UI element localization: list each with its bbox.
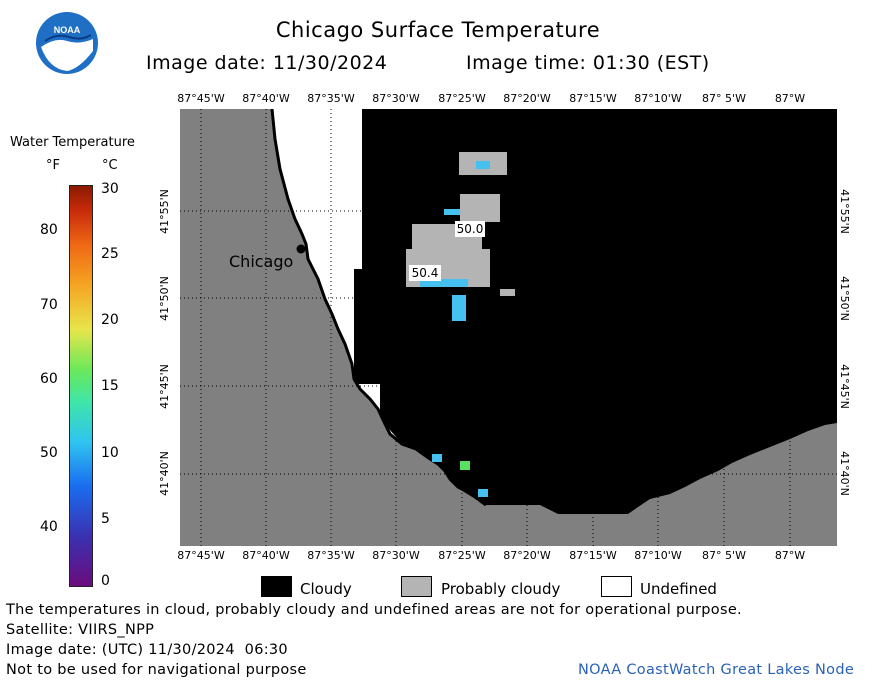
- lon-label-bottom: 87°W: [774, 549, 806, 562]
- lon-label-bottom: 87°35'W: [307, 549, 355, 562]
- lat-label-right: 41°45'N: [837, 364, 851, 409]
- f-tick: 70: [40, 297, 58, 313]
- chicago-marker: [296, 244, 306, 254]
- f-tick: 80: [40, 222, 58, 238]
- temp-label: 50.0: [457, 222, 484, 236]
- legend-swatch-undefined: [601, 576, 632, 597]
- lat-label-left: 41°45'N: [157, 364, 171, 409]
- lon-label-bottom: 87°20'W: [503, 549, 551, 562]
- lon-label-top: 87° 5'W: [702, 92, 746, 105]
- credit-link[interactable]: NOAA CoastWatch Great Lakes Node: [578, 662, 855, 678]
- satellite-text: Satellite: VIIRS_NPP: [6, 622, 155, 638]
- utc-date-text: Image date: (UTC) 11/30/2024 06:30: [6, 642, 288, 658]
- lat-label-right: 41°55'N: [837, 189, 851, 234]
- lat-label-right: 41°40'N: [837, 451, 851, 496]
- green-water-pixel: [460, 461, 470, 470]
- color-scale-title: Water Temperature: [10, 135, 135, 150]
- c-tick: 5: [101, 511, 110, 527]
- legend-label-undefined: Undefined: [640, 580, 717, 598]
- lon-label-top: 87°45'W: [177, 92, 225, 105]
- map-panel: 50.0 50.4: [180, 108, 837, 546]
- lon-label-bottom: 87°25'W: [438, 549, 486, 562]
- lat-label-right: 41°50'N: [837, 276, 851, 321]
- f-tick: 60: [40, 371, 58, 387]
- lon-label-bottom: 87° 5'W: [702, 549, 746, 562]
- unit-celsius: °C: [102, 158, 118, 173]
- lon-label-bottom: 87°15'W: [569, 549, 617, 562]
- lon-label-top: 87°W: [774, 92, 806, 105]
- legend-swatch-cloudy: [261, 576, 292, 597]
- c-tick: 15: [101, 378, 119, 394]
- c-tick: 25: [101, 246, 119, 262]
- logo-text: NOAA: [54, 25, 81, 35]
- lat-label-left: 41°50'N: [157, 276, 171, 321]
- lon-label-bottom: 87°40'W: [242, 549, 290, 562]
- land-area: [180, 109, 837, 546]
- lon-label-top: 87°30'W: [372, 92, 420, 105]
- f-tick: 40: [40, 519, 58, 535]
- temp-label: 50.4: [412, 266, 439, 280]
- page-title: Chicago Surface Temperature: [275, 18, 601, 42]
- c-tick: 30: [101, 181, 119, 197]
- f-tick: 50: [40, 445, 58, 461]
- legend-swatch-probably-cloudy: [401, 576, 432, 597]
- c-tick: 20: [101, 312, 119, 328]
- legend-label-cloudy: Cloudy: [300, 580, 352, 598]
- color-scale-bar: [69, 185, 93, 587]
- lon-label-top: 87°40'W: [242, 92, 290, 105]
- lon-label-top: 87°25'W: [438, 92, 486, 105]
- lon-label-top: 87°15'W: [569, 92, 617, 105]
- lat-label-left: 41°55'N: [157, 189, 171, 234]
- lon-label-top: 87°20'W: [503, 92, 551, 105]
- unit-fahrenheit: °F: [46, 158, 60, 173]
- graticule: [180, 109, 837, 546]
- c-tick: 0: [101, 573, 110, 589]
- nav-warning-text: Not to be used for navigational purpose: [6, 662, 307, 678]
- city-label: Chicago: [229, 252, 294, 271]
- map-svg: 50.0 50.4: [180, 108, 837, 546]
- lon-label-bottom: 87°30'W: [372, 549, 420, 562]
- legend-label-probably-cloudy: Probably cloudy: [441, 580, 561, 598]
- lon-label-top: 87°35'W: [307, 92, 355, 105]
- noaa-logo: NOAA: [35, 11, 99, 75]
- lon-label-bottom: 87°10'W: [634, 549, 682, 562]
- lon-label-top: 87°10'W: [634, 92, 682, 105]
- lat-label-left: 41°40'N: [157, 451, 171, 496]
- disclaimer-text: The temperatures in cloud, probably clou…: [6, 602, 742, 618]
- lon-label-bottom: 87°45'W: [177, 549, 225, 562]
- c-tick: 10: [101, 445, 119, 461]
- warm-water-pixels: [420, 161, 490, 497]
- image-date: Image date: 11/30/2024: [146, 52, 388, 74]
- image-time: Image time: 01:30 (EST): [466, 52, 710, 74]
